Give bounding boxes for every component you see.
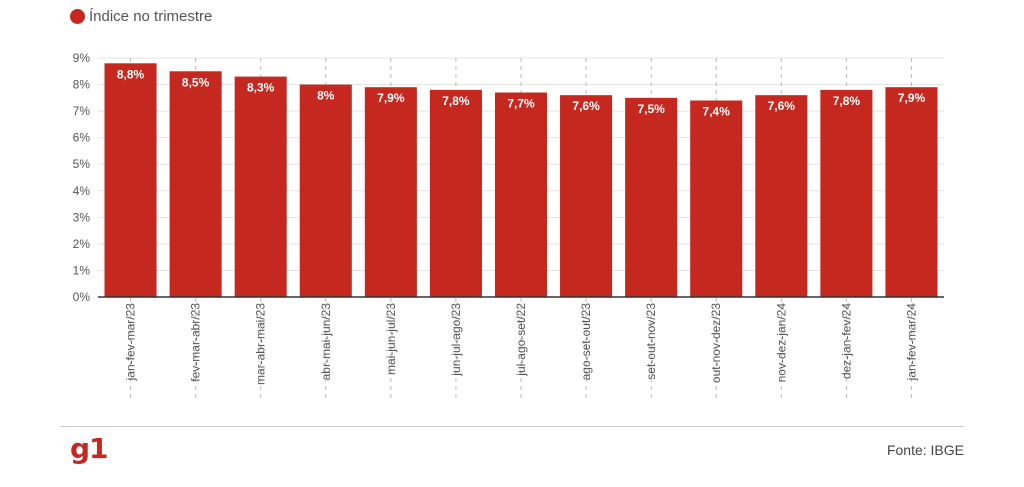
legend: Índice no trimestre	[70, 8, 212, 25]
x-tick-label: set-out-nov/23	[644, 303, 658, 380]
x-tick-label: mar-abr-mai/23	[254, 303, 268, 385]
bar	[429, 89, 482, 297]
bar	[625, 97, 678, 297]
bar-value-label: 7,8%	[833, 94, 861, 108]
bar	[885, 87, 938, 297]
x-tick-label: dez-jan-fev/24	[839, 303, 853, 379]
bar	[299, 84, 352, 297]
bar	[494, 92, 548, 298]
bar	[820, 89, 873, 297]
bar-value-label: 7,6%	[572, 99, 600, 113]
bar-value-label: 8,5%	[182, 75, 210, 89]
bar-value-label: 7,7%	[507, 97, 535, 111]
x-tick-label: fev-mar-abr/23	[189, 303, 203, 382]
x-tick-label: jun-jul-ago/23	[449, 303, 463, 377]
bar	[234, 76, 287, 297]
bar-value-label: 7,5%	[637, 102, 665, 116]
bar-value-label: 7,8%	[442, 94, 470, 108]
x-tick-label: jan-fev-mar/24	[904, 303, 918, 382]
bar-value-label: 7,9%	[898, 91, 926, 105]
x-tick-label: ago-set-out/23	[579, 303, 593, 381]
footer-divider	[60, 426, 964, 427]
bar-value-label: 7,9%	[377, 91, 405, 105]
source-credit: Fonte: IBGE	[886, 442, 964, 458]
y-tick-label: 9%	[73, 51, 91, 65]
bar-value-label: 7,6%	[768, 99, 796, 113]
g1-logo: g1	[70, 432, 109, 465]
bar	[169, 71, 222, 298]
bar	[755, 95, 808, 297]
y-tick-label: 5%	[73, 157, 91, 171]
x-tick-label: jan-fev-mar/23	[124, 303, 138, 382]
y-tick-label: 4%	[73, 184, 91, 198]
bar	[690, 100, 743, 297]
legend-label: Índice no trimestre	[89, 8, 213, 25]
x-tick-label: nov-dez-jan/24	[774, 303, 788, 383]
x-tick-label: out-nov-dez/23	[709, 303, 723, 383]
y-tick-label: 0%	[73, 290, 91, 304]
y-tick-label: 8%	[73, 78, 91, 92]
x-tick-label: abr-mai-jun/23	[319, 303, 333, 381]
y-tick-label: 3%	[73, 210, 91, 224]
bar	[104, 63, 157, 297]
bar-value-label: 8,3%	[247, 81, 275, 95]
x-tick-label: mai-jun-jul/23	[384, 303, 398, 375]
bar-value-label: 8%	[317, 89, 335, 103]
y-tick-label: 7%	[73, 104, 91, 118]
bar-value-label: 7,4%	[703, 104, 731, 118]
bar-value-label: 8,8%	[117, 67, 145, 81]
bar	[364, 87, 417, 297]
bar	[560, 95, 613, 297]
y-tick-label: 1%	[73, 263, 91, 277]
legend-swatch	[70, 9, 85, 24]
y-tick-label: 6%	[73, 131, 91, 145]
y-tick-label: 2%	[73, 237, 91, 251]
x-tick-label: jul-ago-set/22	[514, 303, 528, 377]
bar-chart: 0% 1% 2% 3% 4% 5% 6% 7% 8% 9% 8,8% jan-fev-mar/23 8,…	[73, 51, 944, 400]
